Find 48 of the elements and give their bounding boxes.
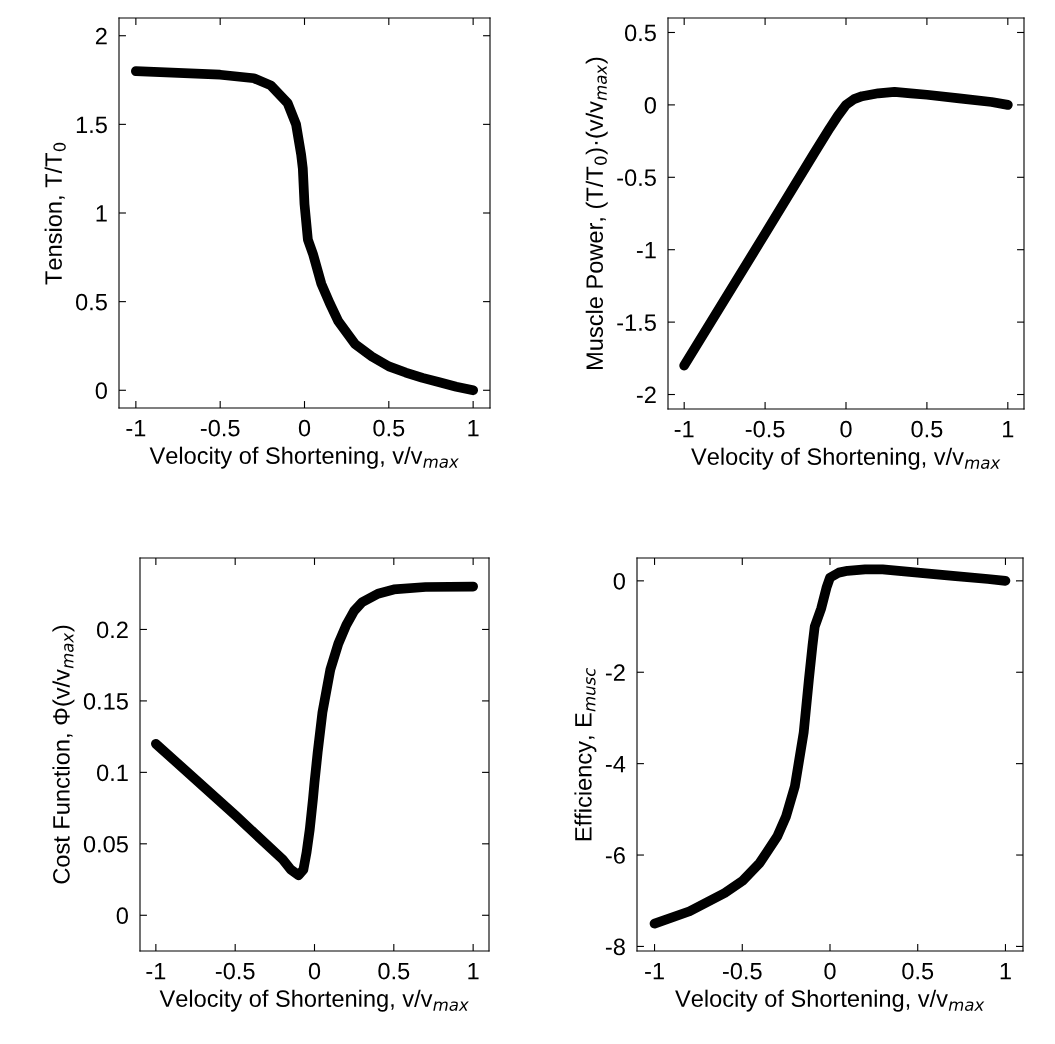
x-tick-label: -0.5 (215, 962, 255, 980)
x-axis-title: Velocity of Shortening, v/v$_{max}$ (691, 447, 1001, 470)
y-tick-label: 0.15 (83, 692, 128, 710)
y-tick-label: 1 (96, 205, 107, 222)
x-tick-label: -0.5 (200, 419, 240, 437)
y-tick-label: 0 (116, 907, 128, 925)
y-tick-label: 0.5 (624, 24, 656, 42)
y-tick-label: 0.5 (75, 293, 107, 311)
x-tick-label: 0.5 (373, 419, 405, 437)
y-tick-label: -2 (636, 386, 656, 404)
y-tick-label: -1 (636, 242, 656, 259)
y-tick-label: -6 (605, 847, 625, 864)
y-axis-title: Cost Function, Φ(v/v$_{max}$) (52, 625, 75, 884)
x-tick-label: 0 (840, 420, 852, 438)
y-tick-label: 2 (95, 27, 107, 45)
x-tick-label: -0.5 (745, 420, 785, 438)
y-tick-label: 0 (613, 572, 625, 590)
y-tick-label: 0.1 (96, 764, 128, 782)
y-tick-label: -0.5 (617, 169, 656, 187)
x-tick-label: 0 (308, 962, 321, 980)
y-tick-label: 0 (644, 96, 656, 114)
y-tick-label: -8 (605, 938, 625, 956)
y-tick-label: 0.2 (96, 621, 128, 639)
x-axis-title: Velocity of Shortening, v/v$_{max}$ (675, 989, 985, 1012)
y-tick-label: -4 (605, 755, 626, 773)
x-tick-label: 0.5 (911, 420, 943, 438)
y-tick-label: -1.5 (617, 314, 656, 331)
y-tick-label: 1.5 (76, 116, 107, 134)
x-tick-label: -0.5 (722, 962, 762, 980)
x-tick-label: -1 (674, 420, 694, 438)
x-tick-label: 0.5 (378, 962, 410, 980)
y-tick-label: 0.05 (83, 835, 128, 853)
x-axis-title: Velocity of Shortening, v/v$_{max}$ (149, 446, 459, 469)
x-tick-label: -1 (146, 962, 166, 980)
x-tick-label: 1 (468, 962, 479, 980)
x-tick-label: 1 (468, 419, 479, 437)
x-tick-label: 1 (1003, 420, 1014, 438)
y-axis-title: Muscle Power, (T/T$_{0}$)·(v/v$_{max}$) (585, 57, 608, 369)
x-tick-label: 0 (298, 419, 311, 437)
x-tick-label: 0 (824, 962, 836, 980)
y-axis-title: Tension, T/T$_{0}$ (44, 142, 66, 285)
x-tick-label: 1 (1000, 962, 1011, 980)
x-axis-title: Velocity of Shortening, v/v$_{max}$ (159, 989, 469, 1012)
y-tick-label: -2 (605, 664, 625, 681)
x-tick-label: -1 (126, 419, 146, 437)
x-tick-label: 0.5 (902, 962, 934, 980)
y-tick-label: 0 (95, 382, 107, 400)
y-axis-title: Efficiency, E$_{musc}$ (574, 667, 597, 841)
